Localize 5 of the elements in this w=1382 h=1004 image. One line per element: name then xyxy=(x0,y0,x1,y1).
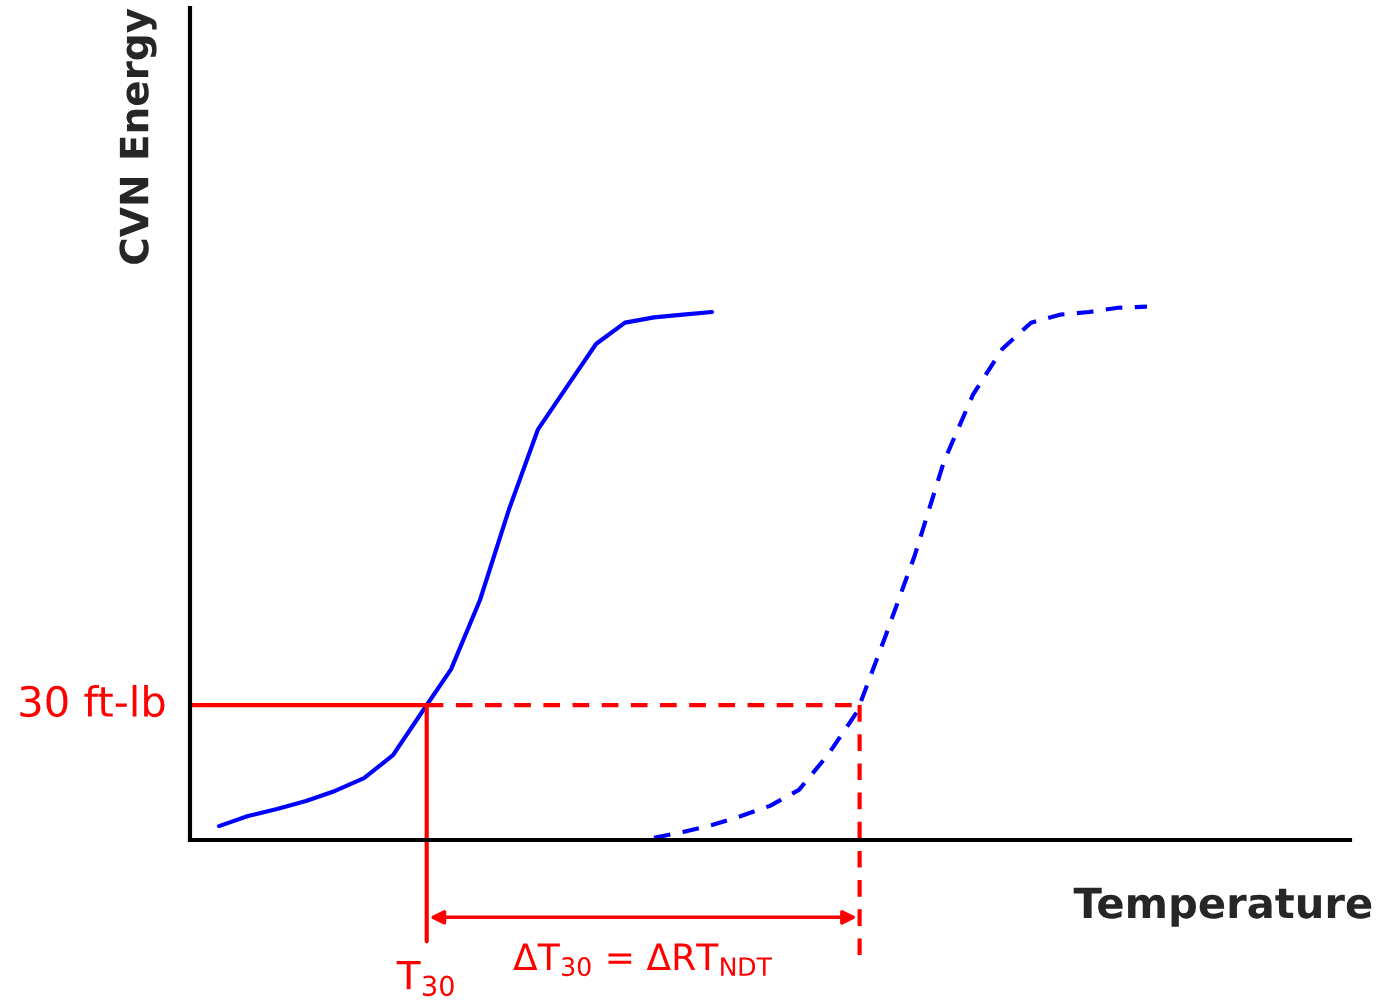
text: ΔT$_{30}$ = ΔRT$_{NDT}$ xyxy=(513,943,773,977)
x-axis-title: Temperature xyxy=(1073,887,1372,927)
ref-line-label: 30 ft-lb xyxy=(20,684,165,718)
text: T$_{30}$ xyxy=(396,961,454,997)
y-axis-title: CVN Energy xyxy=(119,8,157,264)
